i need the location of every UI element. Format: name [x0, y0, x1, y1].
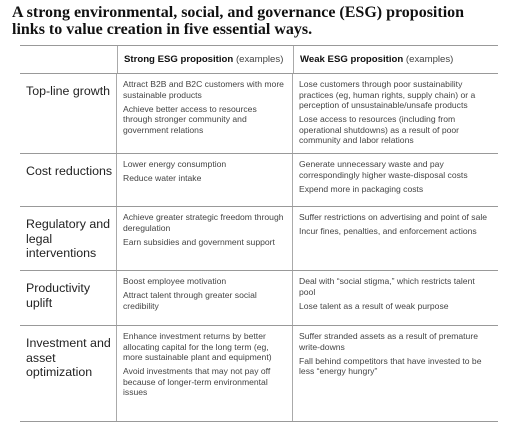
header-strong-label: Strong ESG proposition [124, 54, 234, 65]
header-strong: Strong ESG proposition (examples) [118, 46, 294, 73]
row-category: Productivity uplift [20, 271, 117, 325]
weak-cell: Deal with “social stigma,” which restric… [293, 271, 496, 325]
page-title: A strong environmental, social, and gove… [12, 4, 465, 38]
strong-cell: Enhance investment returns by better all… [117, 326, 293, 421]
weak-item: Deal with “social stigma,” which restric… [299, 276, 475, 297]
table-row: Investment and asset optimization Enhanc… [20, 325, 498, 421]
row-category: Top-line growth [20, 74, 117, 153]
strong-item: Attract B2B and B2C customers with more … [123, 79, 284, 100]
weak-item: Lose access to resources (including from… [299, 114, 460, 146]
header-weak-label: Weak ESG proposition [300, 54, 404, 65]
header-weak-examples: (examples) [405, 54, 454, 65]
strong-item: Earn subsidies and government support [123, 236, 275, 247]
weak-cell: Generate unnecessary waste and pay corre… [293, 154, 496, 206]
strong-item: Attract talent through greater social cr… [123, 290, 257, 311]
header-blank-cell [20, 46, 118, 73]
table-row: Cost reductions Lower energy consumption… [20, 153, 498, 206]
table-header: Strong ESG proposition (examples) Weak E… [20, 45, 498, 73]
table-row: Regulatory and legal interventions Achie… [20, 206, 498, 270]
strong-item: Reduce water intake [123, 173, 202, 184]
row-category: Regulatory and legal interventions [20, 207, 117, 270]
strong-cell: Boost employee motivation Attract talent… [117, 271, 293, 325]
weak-cell: Suffer restrictions on advertising and p… [293, 207, 496, 270]
weak-cell: Suffer stranded assets as a result of pr… [293, 326, 496, 421]
weak-cell: Lose customers through poor sustainabili… [293, 74, 496, 153]
strong-item: Lower energy consumption [123, 159, 227, 169]
header-strong-examples: (examples) [235, 54, 284, 65]
weak-item: Suffer restrictions on advertising and p… [299, 212, 488, 222]
weak-item: Generate unnecessary waste and pay corre… [299, 159, 468, 180]
strong-item: Enhance investment returns by better all… [123, 331, 272, 363]
esg-table: Strong ESG proposition (examples) Weak E… [20, 45, 498, 422]
strong-item: Avoid investments that may not pay off b… [123, 366, 271, 398]
weak-item: Lose talent as a result of weak purpose [299, 300, 449, 311]
table-bottom-rule [20, 421, 498, 422]
table-row: Top-line growth Attract B2B and B2C cust… [20, 73, 498, 153]
header-weak: Weak ESG proposition (examples) [294, 46, 497, 73]
strong-cell: Lower energy consumption Reduce water in… [117, 154, 293, 206]
table-row: Productivity uplift Boost employee motiv… [20, 270, 498, 325]
strong-cell: Achieve greater strategic freedom throug… [117, 207, 293, 270]
weak-item: Expend more in packaging costs [299, 183, 424, 194]
strong-item: Achieve better access to resources throu… [123, 103, 257, 135]
weak-item: Lose customers through poor sustainabili… [299, 79, 476, 111]
row-category: Investment and asset optimization [20, 326, 117, 421]
weak-item: Incur fines, penalties, and enforcement … [299, 226, 477, 237]
weak-item: Fall behind competitors that have invest… [299, 355, 482, 377]
strong-item: Boost employee motivation [123, 276, 227, 286]
strong-cell: Attract B2B and B2C customers with more … [117, 74, 293, 153]
weak-item: Suffer stranded assets as a result of pr… [299, 331, 478, 352]
strong-item: Achieve greater strategic freedom throug… [123, 212, 284, 233]
row-category: Cost reductions [20, 154, 117, 206]
